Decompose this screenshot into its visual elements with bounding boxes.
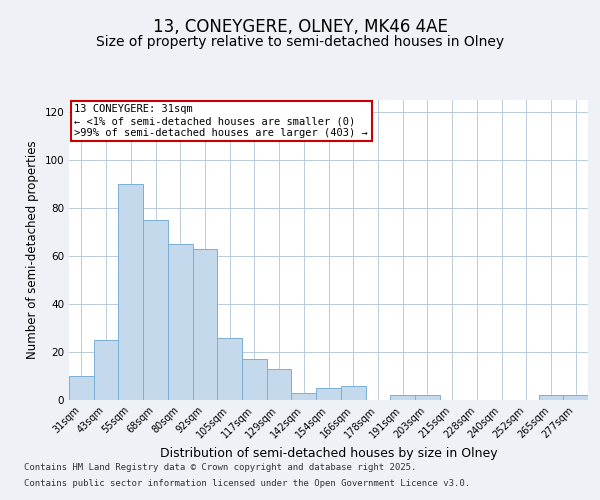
- Bar: [193, 249, 217, 400]
- Y-axis label: Number of semi-detached properties: Number of semi-detached properties: [26, 140, 39, 360]
- Bar: [143, 220, 168, 400]
- Bar: [415, 395, 440, 400]
- Text: Size of property relative to semi-detached houses in Olney: Size of property relative to semi-detach…: [96, 35, 504, 49]
- Text: 13 CONEYGERE: 31sqm
← <1% of semi-detached houses are smaller (0)
>99% of semi-d: 13 CONEYGERE: 31sqm ← <1% of semi-detach…: [74, 104, 368, 138]
- Bar: [69, 376, 94, 400]
- Text: 13, CONEYGERE, OLNEY, MK46 4AE: 13, CONEYGERE, OLNEY, MK46 4AE: [152, 18, 448, 36]
- Text: Contains HM Land Registry data © Crown copyright and database right 2025.: Contains HM Land Registry data © Crown c…: [24, 464, 416, 472]
- Text: Contains public sector information licensed under the Open Government Licence v3: Contains public sector information licen…: [24, 478, 470, 488]
- Bar: [217, 338, 242, 400]
- Bar: [563, 395, 588, 400]
- Bar: [267, 369, 292, 400]
- Bar: [94, 340, 118, 400]
- Bar: [292, 393, 316, 400]
- X-axis label: Distribution of semi-detached houses by size in Olney: Distribution of semi-detached houses by …: [160, 447, 497, 460]
- Bar: [118, 184, 143, 400]
- Bar: [539, 395, 563, 400]
- Bar: [341, 386, 365, 400]
- Bar: [168, 244, 193, 400]
- Bar: [242, 359, 267, 400]
- Bar: [390, 395, 415, 400]
- Bar: [316, 388, 341, 400]
